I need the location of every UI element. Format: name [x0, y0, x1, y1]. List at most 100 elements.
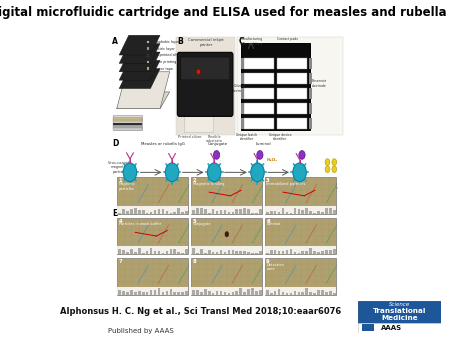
- Bar: [235, 209, 238, 214]
- Bar: [325, 292, 328, 295]
- Text: Unique device
identifier: Unique device identifier: [269, 133, 292, 141]
- Bar: [122, 250, 125, 255]
- Bar: [243, 251, 246, 255]
- Bar: [170, 213, 172, 214]
- Bar: [177, 208, 180, 214]
- Circle shape: [325, 159, 330, 165]
- Bar: [243, 209, 246, 214]
- Bar: [191, 206, 262, 214]
- Bar: [224, 292, 226, 295]
- Text: Medicine: Medicine: [381, 315, 418, 321]
- Bar: [290, 249, 292, 255]
- Bar: [270, 211, 273, 214]
- Bar: [235, 251, 238, 255]
- Circle shape: [325, 166, 330, 173]
- FancyBboxPatch shape: [181, 57, 230, 80]
- Bar: [117, 246, 189, 255]
- Circle shape: [257, 150, 263, 159]
- Text: Fig. 1 Digital microfluidic cartridge and ELISA used for measles and rubella tes: Fig. 1 Digital microfluidic cartridge an…: [0, 6, 450, 19]
- Bar: [191, 177, 262, 214]
- Text: 4: 4: [118, 219, 122, 224]
- Bar: [277, 58, 307, 69]
- Bar: [200, 292, 202, 295]
- Polygon shape: [119, 44, 160, 64]
- Bar: [265, 258, 336, 295]
- Bar: [270, 293, 273, 295]
- Text: Flexible printing media: Flexible printing media: [149, 60, 189, 64]
- Bar: [118, 213, 121, 214]
- Circle shape: [251, 163, 264, 182]
- Bar: [241, 118, 243, 129]
- Text: Hydrophobic layer: Hydrophobic layer: [149, 40, 180, 44]
- Bar: [142, 292, 144, 295]
- Text: Inkjet-printed silver: Inkjet-printed silver: [149, 53, 182, 57]
- Bar: [286, 293, 288, 295]
- Bar: [333, 249, 336, 255]
- Bar: [158, 288, 160, 295]
- Bar: [297, 292, 300, 295]
- Text: Manufacturing
date and time: Manufacturing date and time: [239, 37, 262, 46]
- Bar: [309, 292, 312, 295]
- Bar: [158, 210, 160, 214]
- Text: 7: 7: [118, 259, 122, 264]
- Bar: [216, 252, 218, 255]
- Text: 3: 3: [266, 178, 270, 184]
- Bar: [228, 250, 230, 255]
- Bar: [282, 208, 284, 214]
- Bar: [329, 250, 332, 255]
- Bar: [212, 209, 215, 214]
- Text: Published by AAAS: Published by AAAS: [108, 328, 173, 334]
- Bar: [313, 251, 316, 255]
- Text: A: A: [112, 37, 118, 46]
- Bar: [224, 252, 226, 255]
- Bar: [162, 253, 164, 255]
- Bar: [113, 117, 142, 120]
- Bar: [309, 211, 312, 214]
- Bar: [150, 290, 153, 295]
- Bar: [309, 88, 311, 99]
- Bar: [255, 291, 258, 295]
- Bar: [117, 258, 189, 295]
- Circle shape: [123, 163, 137, 182]
- Bar: [329, 208, 332, 214]
- Bar: [118, 249, 121, 255]
- Bar: [126, 211, 129, 214]
- Bar: [265, 206, 336, 214]
- Bar: [185, 291, 188, 295]
- Bar: [117, 206, 189, 214]
- Bar: [113, 115, 142, 130]
- Bar: [173, 248, 176, 255]
- Bar: [200, 208, 202, 214]
- Bar: [325, 250, 328, 255]
- Bar: [130, 209, 133, 214]
- Text: Contact pads: Contact pads: [277, 37, 298, 41]
- Bar: [204, 289, 207, 295]
- Bar: [237, 37, 343, 136]
- Bar: [147, 67, 149, 70]
- Text: Translational: Translational: [373, 308, 426, 314]
- Bar: [362, 324, 374, 331]
- Bar: [220, 291, 222, 295]
- Bar: [228, 293, 230, 295]
- Bar: [191, 218, 262, 255]
- Bar: [134, 292, 137, 295]
- Bar: [282, 292, 284, 295]
- Bar: [154, 251, 156, 255]
- Bar: [255, 253, 258, 255]
- Circle shape: [332, 166, 337, 173]
- Text: Printed silver: Printed silver: [178, 135, 202, 139]
- Text: 8: 8: [192, 259, 196, 264]
- Bar: [204, 253, 207, 255]
- Bar: [166, 211, 168, 214]
- Bar: [113, 123, 142, 125]
- Bar: [293, 208, 296, 214]
- Bar: [138, 291, 140, 295]
- Bar: [162, 209, 164, 214]
- Bar: [117, 218, 189, 255]
- Bar: [232, 292, 234, 295]
- Bar: [146, 292, 148, 295]
- Text: Reservoir
electrode: Reservoir electrode: [312, 79, 327, 88]
- Bar: [162, 292, 164, 295]
- Bar: [277, 118, 307, 129]
- Bar: [270, 249, 273, 255]
